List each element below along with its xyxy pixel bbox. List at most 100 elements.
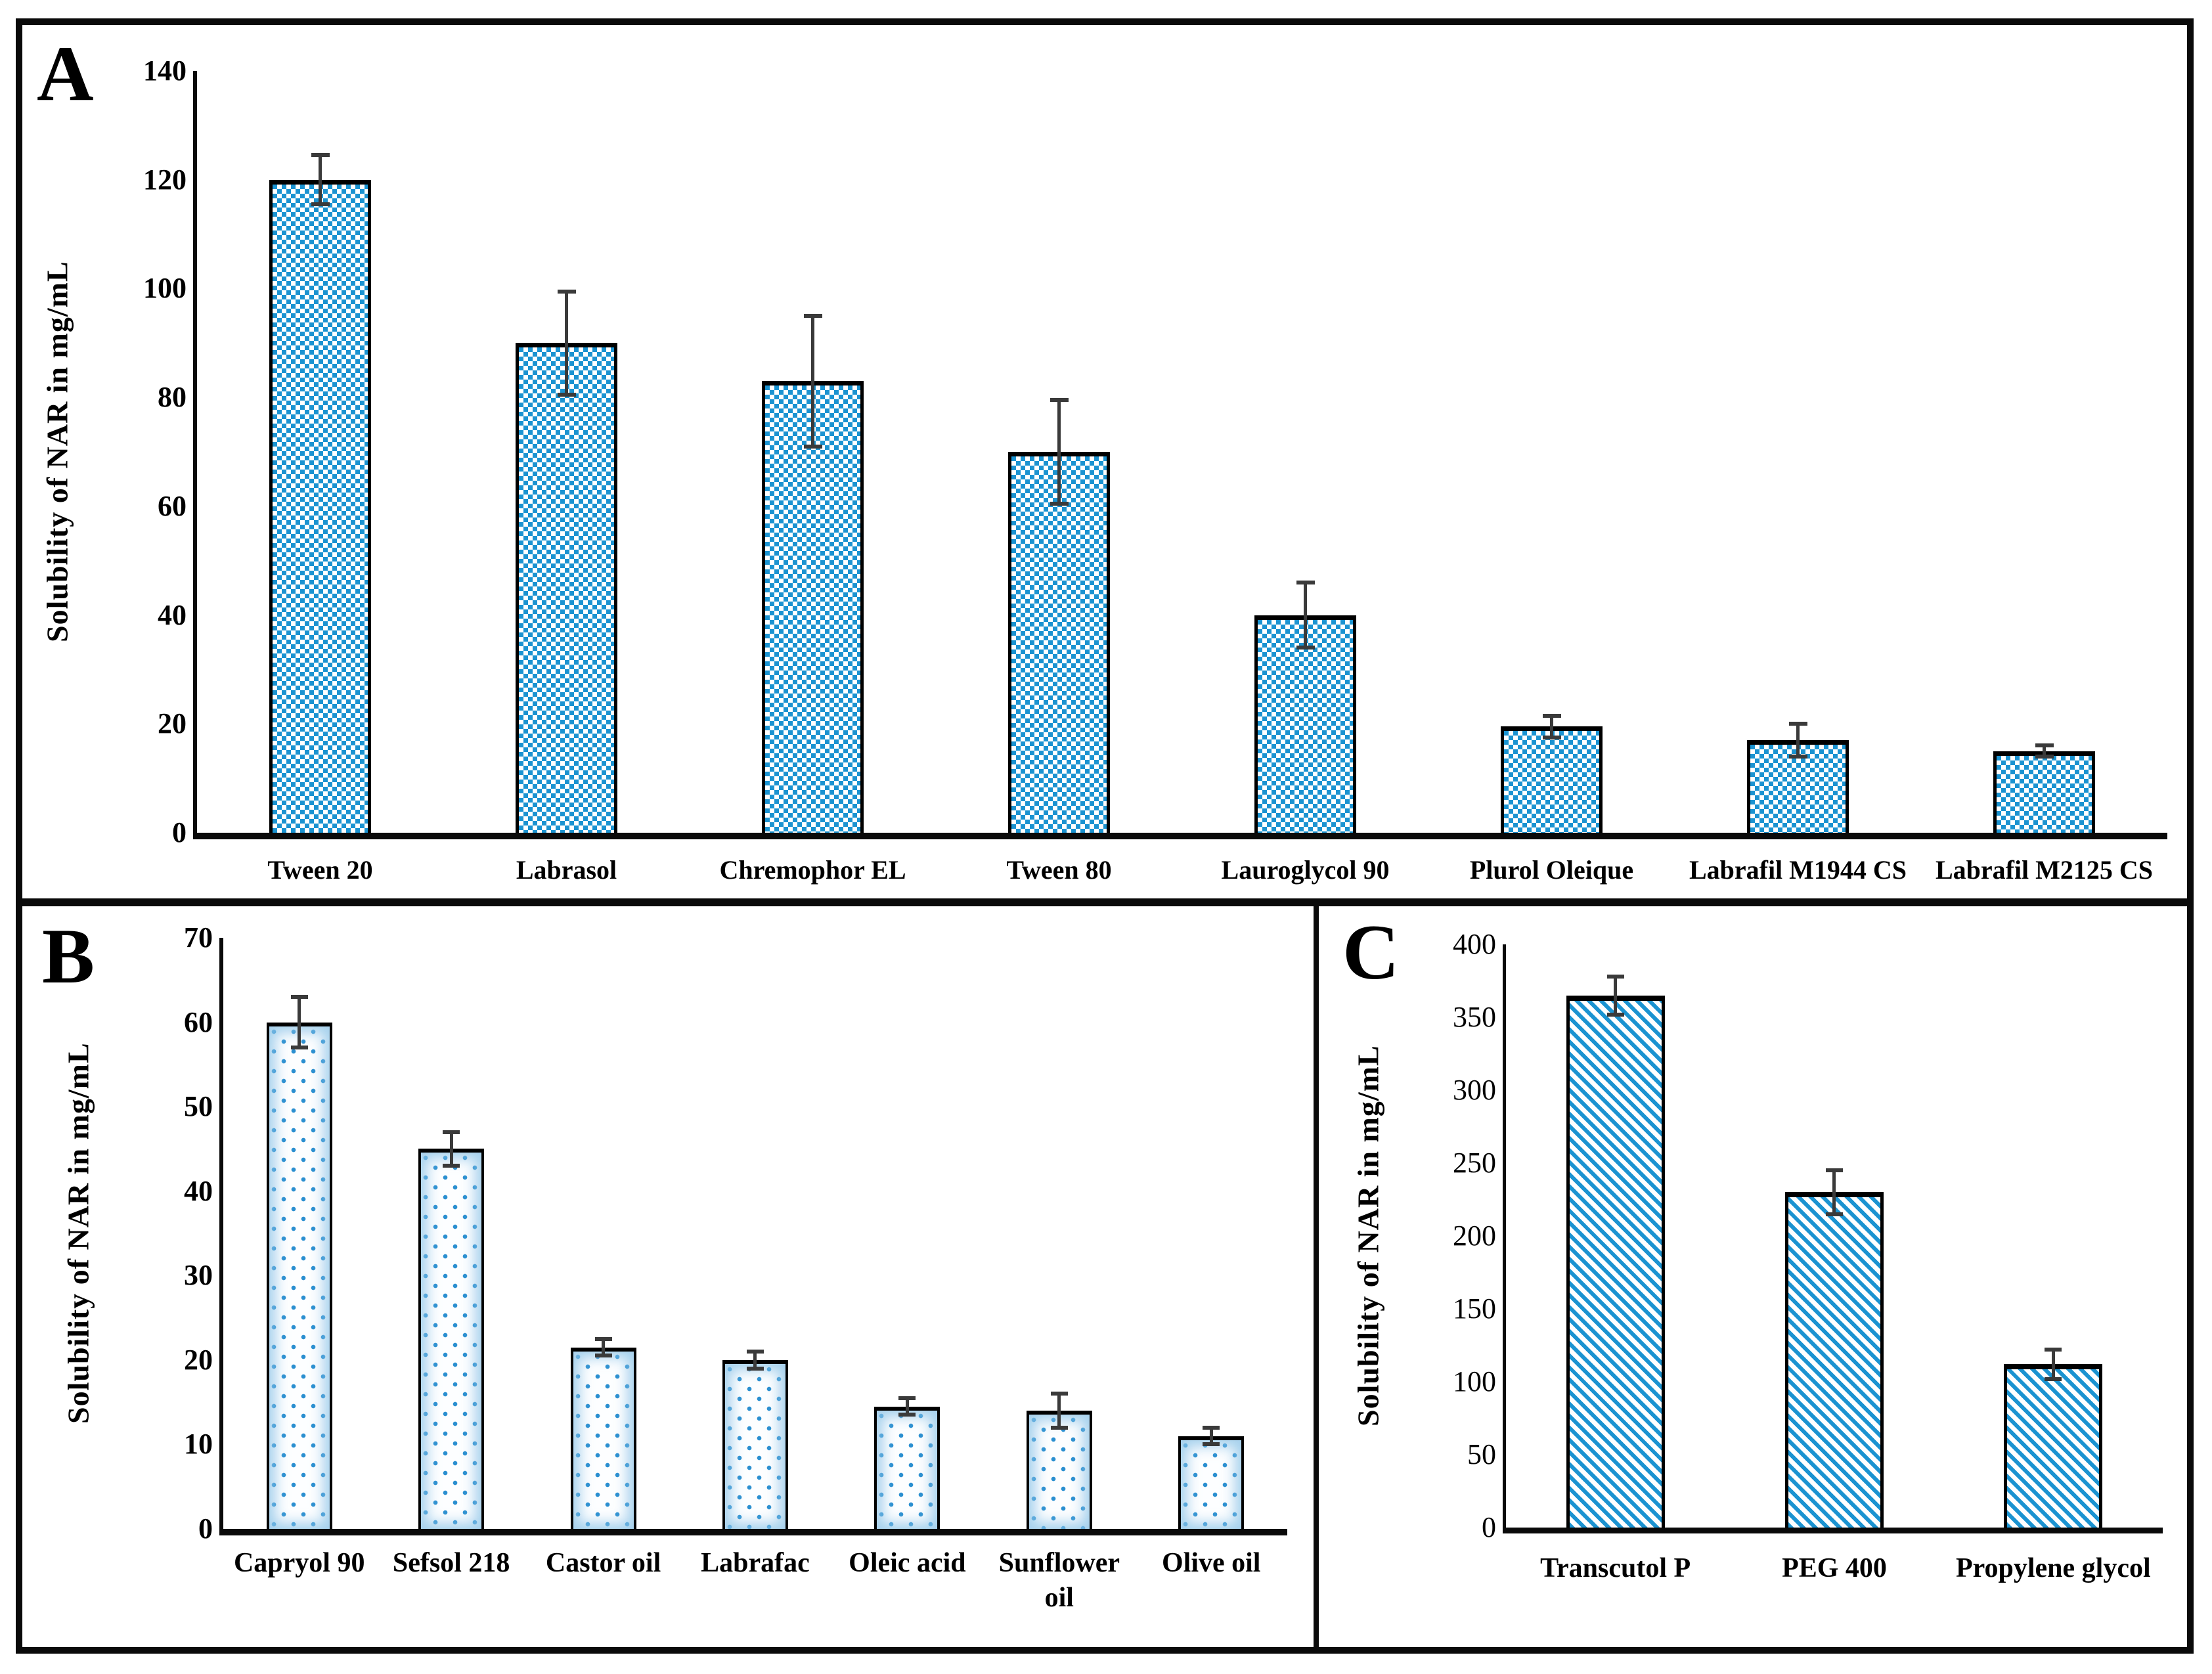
y-tick-label: 10 — [184, 1428, 213, 1461]
error-bar-line — [1057, 1394, 1061, 1428]
error-bar-line — [1057, 400, 1061, 504]
y-axis-tick-labels: 0 20 40 60 80 100 120 140 — [81, 56, 187, 847]
error-bar-cap — [594, 1336, 612, 1341]
error-bar-cap — [1050, 1425, 1068, 1430]
error-bar-cap — [1050, 398, 1069, 403]
y-tick-label: 100 — [143, 272, 187, 305]
category-label: Castor oil — [545, 1548, 661, 1578]
error-bar-cap — [1203, 1425, 1220, 1430]
bar-slot — [223, 938, 375, 1529]
error-bar-line — [1832, 1170, 1836, 1214]
error-bar-cap — [898, 1413, 916, 1417]
y-axis-title: Solubility of NAR in mg/mL — [40, 261, 74, 643]
y-tick-label: 20 — [184, 1343, 213, 1376]
error-bar-line — [1304, 582, 1307, 648]
y-tick-label: 400 — [1453, 928, 1496, 960]
error-bar-line — [905, 1398, 909, 1415]
bar-slot — [1136, 938, 1287, 1529]
category-label: Olive oil — [1161, 1548, 1261, 1578]
error-bar-line — [565, 291, 568, 395]
y-axis-tick-labels: 0 50 100 150 200 250 300 350 400 — [1398, 930, 1496, 1542]
error-bar-cap — [557, 289, 576, 294]
bar — [1747, 740, 1849, 833]
y-tick-label: 0 — [172, 816, 187, 848]
y-tick-label: 50 — [1467, 1438, 1496, 1470]
y-tick-label: 250 — [1453, 1147, 1496, 1179]
category-label: Oleic acid — [849, 1548, 966, 1578]
y-tick-label: 300 — [1453, 1074, 1496, 1106]
x-axis-category-labels: Tween 20 Labrasol Chremophor EL Tween 80 Lau… — [197, 854, 2167, 887]
bar — [1254, 615, 1356, 833]
bar — [1784, 1192, 1884, 1528]
bar-slot — [983, 938, 1135, 1529]
bar-slot — [375, 938, 527, 1529]
error-bar-cap — [2045, 1348, 2062, 1352]
error-bar-cap — [1542, 713, 1561, 718]
error-bar-cap — [2035, 755, 2054, 759]
bar-slot — [443, 71, 690, 833]
panel-b-letter: B — [42, 912, 95, 1000]
bar — [1026, 1411, 1092, 1529]
error-bar-cap — [1203, 1442, 1220, 1447]
bar — [1993, 751, 2095, 833]
y-tick-label: 40 — [158, 598, 187, 631]
y-tick-label: 0 — [198, 1512, 213, 1545]
error-bar-cap — [594, 1354, 612, 1358]
error-bar-cap — [443, 1130, 460, 1134]
category-label: Sunflower oil — [998, 1548, 1120, 1613]
x-axis-category-labels: Transcutol P PEG 400 Propylene glycol — [1506, 1551, 2163, 1586]
error-bar-cap — [1296, 646, 1315, 650]
error-bar-cap — [1050, 1392, 1068, 1396]
error-bar-cap — [1788, 755, 1807, 759]
y-tick-label: 100 — [1453, 1365, 1496, 1398]
bar — [269, 179, 371, 833]
category-label: Propylene glycol — [1955, 1553, 2151, 1583]
bar — [1008, 452, 1110, 833]
error-bar-cap — [1606, 974, 1624, 979]
y-axis-title: Solubility of NAR in mg/mL — [1351, 1045, 1385, 1427]
bar-slot — [831, 938, 983, 1529]
error-bar-cap — [1050, 501, 1069, 506]
error-bar-cap — [1788, 722, 1807, 726]
error-bar-cap — [1606, 1012, 1624, 1017]
error-bar-line — [1550, 715, 1553, 738]
bar-slot — [1182, 71, 1428, 833]
y-tick-label: 140 — [143, 55, 187, 87]
bar-slot — [1921, 71, 2167, 833]
error-bar-cap — [898, 1396, 916, 1400]
chart-b-oils: Solubility of NAR in mg/mL 0 10 20 30 40 50 60… — [22, 906, 1314, 1647]
category-label: Chremophor EL — [719, 855, 906, 885]
panel-a: A Solubility of NAR in mg/mL 0 20 40 60 80 10… — [22, 25, 2187, 898]
error-bar-cap — [803, 313, 822, 318]
error-bar-cap — [311, 153, 330, 158]
error-bar-cap — [311, 202, 330, 206]
error-bar-cap — [803, 444, 822, 449]
bar-slot — [679, 938, 831, 1529]
category-label: PEG 400 — [1782, 1553, 1887, 1583]
error-bar-cap — [443, 1164, 460, 1168]
chart-c-cosolvents: Solubility of NAR in mg/mL 0 50 100 150 200 2… — [1319, 906, 2187, 1647]
error-bar-cap — [2035, 743, 2054, 748]
plot-area — [219, 938, 1287, 1535]
bar-slot — [936, 71, 1182, 833]
vertical-panel-divider — [1314, 906, 1319, 1647]
bottom-row: B Solubility of NAR in mg/mL 0 10 20 30 40 50… — [22, 906, 2187, 1647]
bar — [874, 1406, 940, 1529]
error-bar-cap — [290, 995, 308, 999]
y-tick-label: 80 — [158, 381, 187, 414]
error-bar-cap — [290, 1046, 308, 1050]
error-bar-line — [298, 997, 301, 1048]
category-label: Tween 80 — [1006, 855, 1112, 885]
y-tick-label: 70 — [184, 921, 213, 954]
bar-slot — [527, 938, 679, 1529]
y-tick-label: 40 — [184, 1174, 213, 1207]
error-bar-cap — [746, 1350, 764, 1354]
y-axis-title: Solubility of NAR in mg/mL — [61, 1042, 95, 1424]
error-bar-cap — [1825, 1212, 1843, 1216]
y-tick-label: 20 — [158, 707, 187, 740]
error-bar-line — [319, 155, 322, 204]
error-bar-cap — [1542, 736, 1561, 739]
bar-slot — [1506, 944, 1725, 1528]
panel-b: B Solubility of NAR in mg/mL 0 10 20 30 40 50… — [22, 906, 1314, 1647]
category-label: Labrasol — [516, 855, 617, 885]
